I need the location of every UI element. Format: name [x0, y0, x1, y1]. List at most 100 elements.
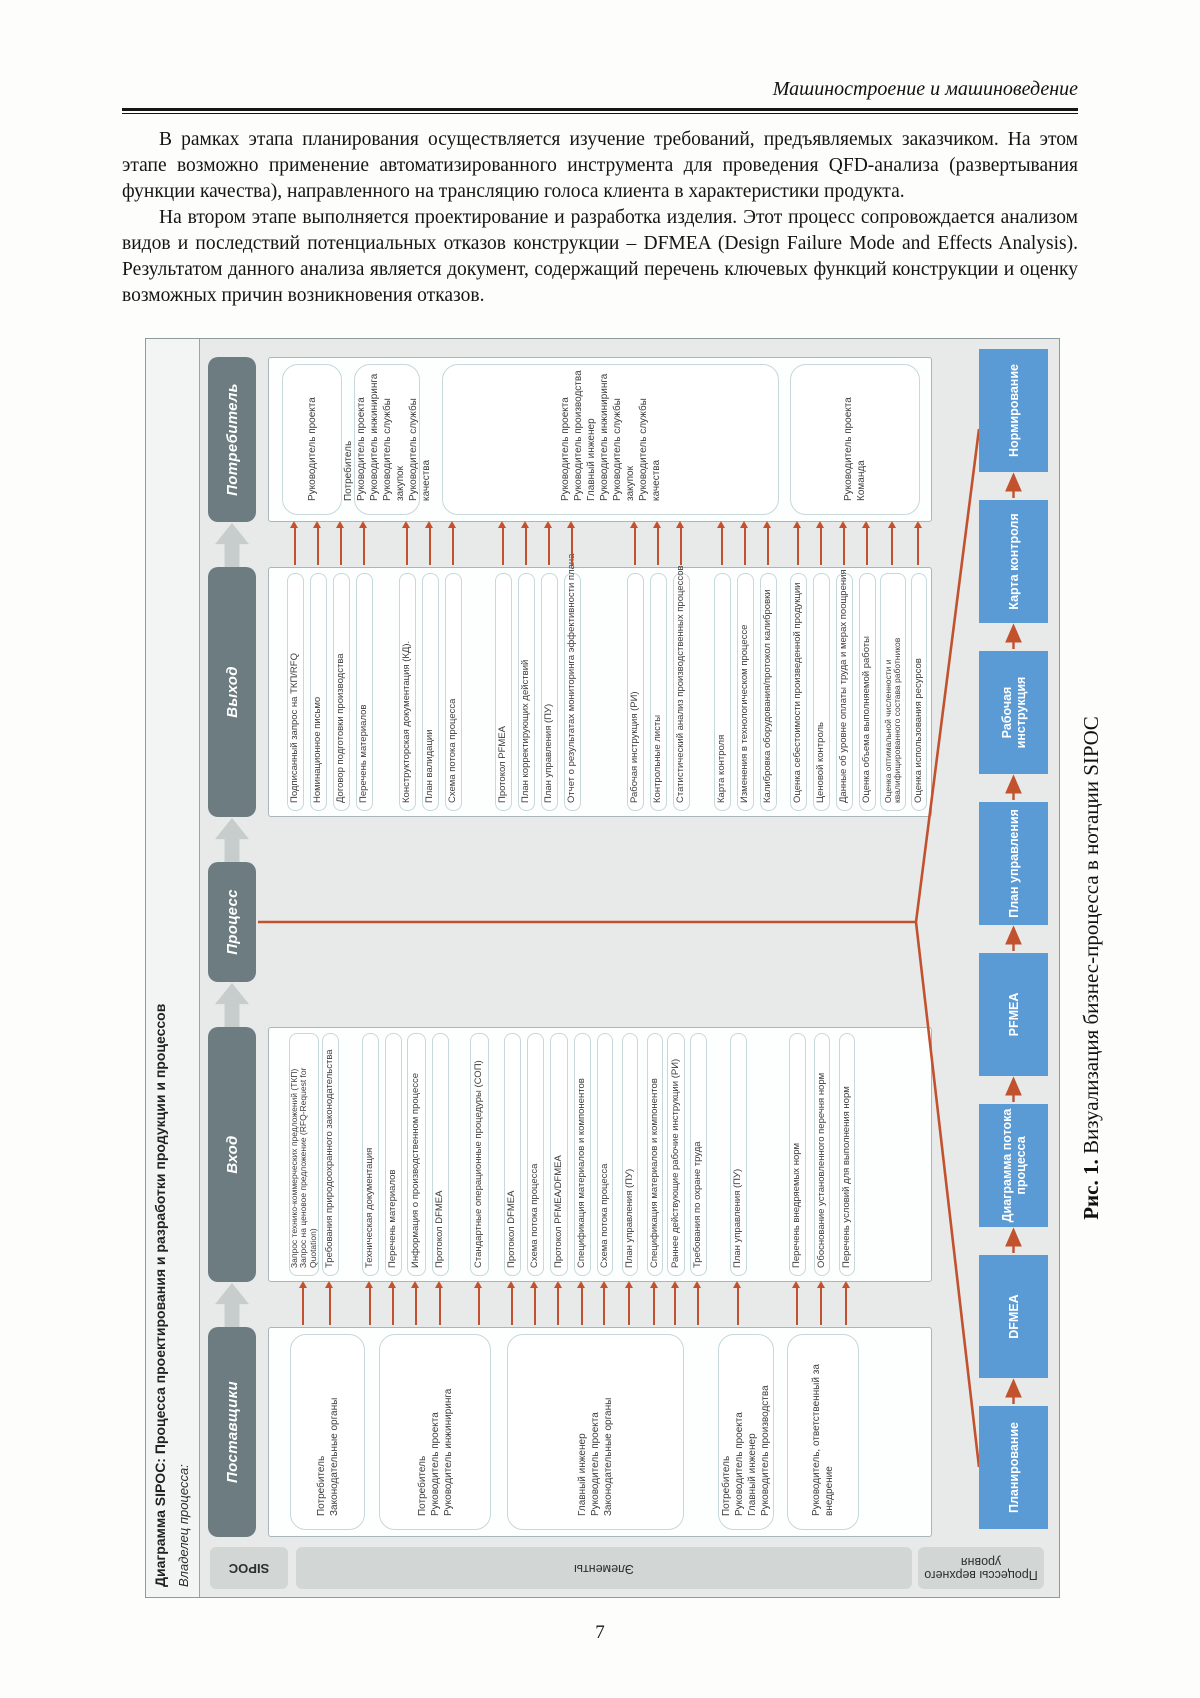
diagram-title: Диаграмма SIPOC: Процесса проектирования…	[152, 1003, 168, 1587]
output-item: Рабочая инструкция (РИ)	[627, 573, 644, 811]
consumer-group: Потребитель Руководитель проекта Руководит…	[343, 364, 432, 515]
role-label: Потребитель	[416, 1455, 428, 1516]
flow-arrow	[796, 527, 799, 565]
flow-arrow	[391, 1287, 394, 1325]
input-item-text: Протокол DFMEA	[506, 1190, 518, 1268]
input-item-text: Обоснование установленного перечня норм	[815, 1072, 827, 1268]
input-item: Информация о производственном процессе	[407, 1033, 426, 1276]
flow-arrow	[679, 527, 682, 565]
input-item-text: Протокол DFMEA	[434, 1190, 446, 1268]
output-item: Перечень материалов	[356, 573, 373, 811]
output-item-text: Оценка оптимальной численности и квалифи…	[882, 637, 903, 803]
input-item: Стандартные операционные процедуры (СОП)	[470, 1033, 489, 1276]
consumer-group: Руководитель проекта Команда	[790, 364, 920, 515]
role-label: Руководитель инжиниринга	[368, 373, 380, 501]
flow-arrow	[438, 1287, 441, 1325]
supplier-group: Руководитель, ответственный за внедрение	[787, 1334, 859, 1530]
output-item: Данные об уровне оплаты труда и мерах по…	[836, 569, 853, 811]
role-label: Руководитель службы качества	[637, 398, 662, 501]
process-owner-label: Владелец процесса:	[176, 1464, 191, 1587]
flow-arrow	[819, 527, 822, 565]
role-label: Руководитель производства	[572, 370, 584, 501]
output-item-text: План валидации	[424, 729, 436, 804]
output-item: Оценка оптимальной численности и квалифи…	[880, 573, 906, 811]
output-item-text: Карта контроля	[716, 734, 728, 803]
column-header-suppliers: Поставщики	[208, 1327, 256, 1537]
output-item: Изменения в технологическом процессе	[737, 573, 754, 811]
input-item-text: Техническая документация	[364, 1147, 376, 1268]
flow-arrow	[328, 1287, 331, 1325]
flow-arrow	[557, 1287, 559, 1325]
flow-arrow	[736, 1287, 739, 1325]
output-item-text: Номинационное письмо	[312, 696, 324, 803]
column-header-process: Процесс	[208, 862, 256, 982]
input-item-text: Информация о производственном процессе	[410, 1072, 422, 1268]
flow-arrow	[820, 1287, 822, 1325]
input-item: Техническая документация	[362, 1033, 379, 1276]
flow-arrow	[720, 527, 723, 565]
input-item: Требования по охране труда	[690, 1033, 707, 1276]
row-label-top-processes: Процессы верхнего уровня	[918, 1547, 1044, 1589]
header-rule	[122, 108, 1078, 114]
output-item-text: Конструкторская документация (КД).	[401, 640, 413, 803]
output-item: План валидации	[422, 573, 439, 811]
page-number: 7	[595, 1622, 605, 1643]
flow-arrow	[842, 527, 845, 565]
input-item-text: Перечень материалов	[387, 1169, 399, 1268]
output-item: План корректирующих действий	[518, 573, 535, 811]
output-item-text: Оценка себестоимости произведенной проду…	[792, 582, 804, 803]
role-label: Команда	[856, 460, 867, 501]
chevron-right-icon	[215, 983, 249, 1027]
input-item-text: Схема потока процесса	[529, 1163, 541, 1268]
figure-caption: Рис. 1. Визуализация бизнес-процесса в н…	[1063, 338, 1120, 1598]
flow-arrow	[865, 527, 868, 565]
output-item-text: Ценовой контроль	[815, 721, 827, 803]
role-label: Потребитель	[721, 1455, 732, 1516]
input-item: План управления (ПУ)	[730, 1033, 747, 1276]
input-item-text: Перечень внедряемых норм	[791, 1142, 803, 1268]
input-item-text: Требования по охране труда	[692, 1141, 704, 1268]
flow-arrow	[510, 1287, 513, 1325]
input-item: Перечень материалов	[385, 1033, 402, 1276]
output-item: Договор подготовки производства	[333, 573, 350, 811]
process-step: Рабочая инструкция	[979, 651, 1048, 774]
role-label: Руководитель проекта	[843, 397, 854, 501]
chevron-right-icon	[215, 523, 249, 567]
header-rule-thick-line	[122, 108, 1078, 111]
role-label: Руководитель инжиниринга	[442, 1388, 454, 1516]
input-item: Перечень внедряемых норм	[789, 1033, 806, 1276]
flow-arrow	[524, 527, 527, 565]
journal-section-header: Машиностроение и машиноведение	[772, 78, 1078, 100]
input-item: Перечень условий для выполнения норм	[839, 1033, 855, 1276]
figure-caption-text: Рис. 1. Визуализация бизнес-процесса в н…	[1063, 338, 1120, 1598]
output-item: Калибровка оборудования/протокол калибро…	[760, 573, 777, 811]
output-item-text: Данные об уровне оплаты труда и мерах по…	[838, 569, 850, 803]
input-item-text: Перечень условий для выполнения норм	[840, 1086, 852, 1268]
figure-caption-number: Рис. 1.	[1079, 1159, 1103, 1220]
role-label: Потребитель	[315, 1455, 327, 1516]
flow-arrow	[603, 1287, 605, 1325]
suppliers-panel: Потребитель Законодательные органы Потреби…	[268, 1327, 932, 1537]
supplier-group: Потребитель Законодательные органы	[290, 1334, 365, 1530]
output-item: Протокол PFMEA	[495, 573, 512, 811]
flow-arrow	[293, 527, 296, 565]
role-label: Потребитель	[342, 440, 354, 501]
role-label: Руководитель проекта	[429, 1412, 441, 1516]
flow-arrow	[368, 1287, 371, 1325]
consumer-group: Руководитель проекта Руководитель произво…	[442, 364, 779, 515]
output-item-text: Изменения в технологическом процессе	[739, 624, 751, 803]
flow-arrow	[696, 1287, 699, 1325]
flow-arrow	[633, 527, 636, 565]
output-item: Схема потока процесса	[445, 573, 462, 811]
output-item-text: Схема потока процесса	[447, 698, 459, 803]
output-item: Ценовой контроль	[813, 573, 830, 811]
flow-arrow	[743, 527, 746, 565]
rotated-figure-wrapper: Диаграмма SIPOC: Процесса проектирования…	[145, 338, 1060, 1598]
output-item-text: Договор подготовки производства	[335, 653, 347, 803]
process-step: PFMEA	[979, 953, 1048, 1076]
process-step: План управления	[979, 802, 1048, 925]
flow-arrow	[653, 1287, 655, 1325]
role-label: Руководитель проекта	[306, 397, 318, 501]
input-item-text: Спецификация материалов и компонентов	[648, 1078, 660, 1268]
output-item: План управления (ПУ)	[541, 573, 558, 811]
